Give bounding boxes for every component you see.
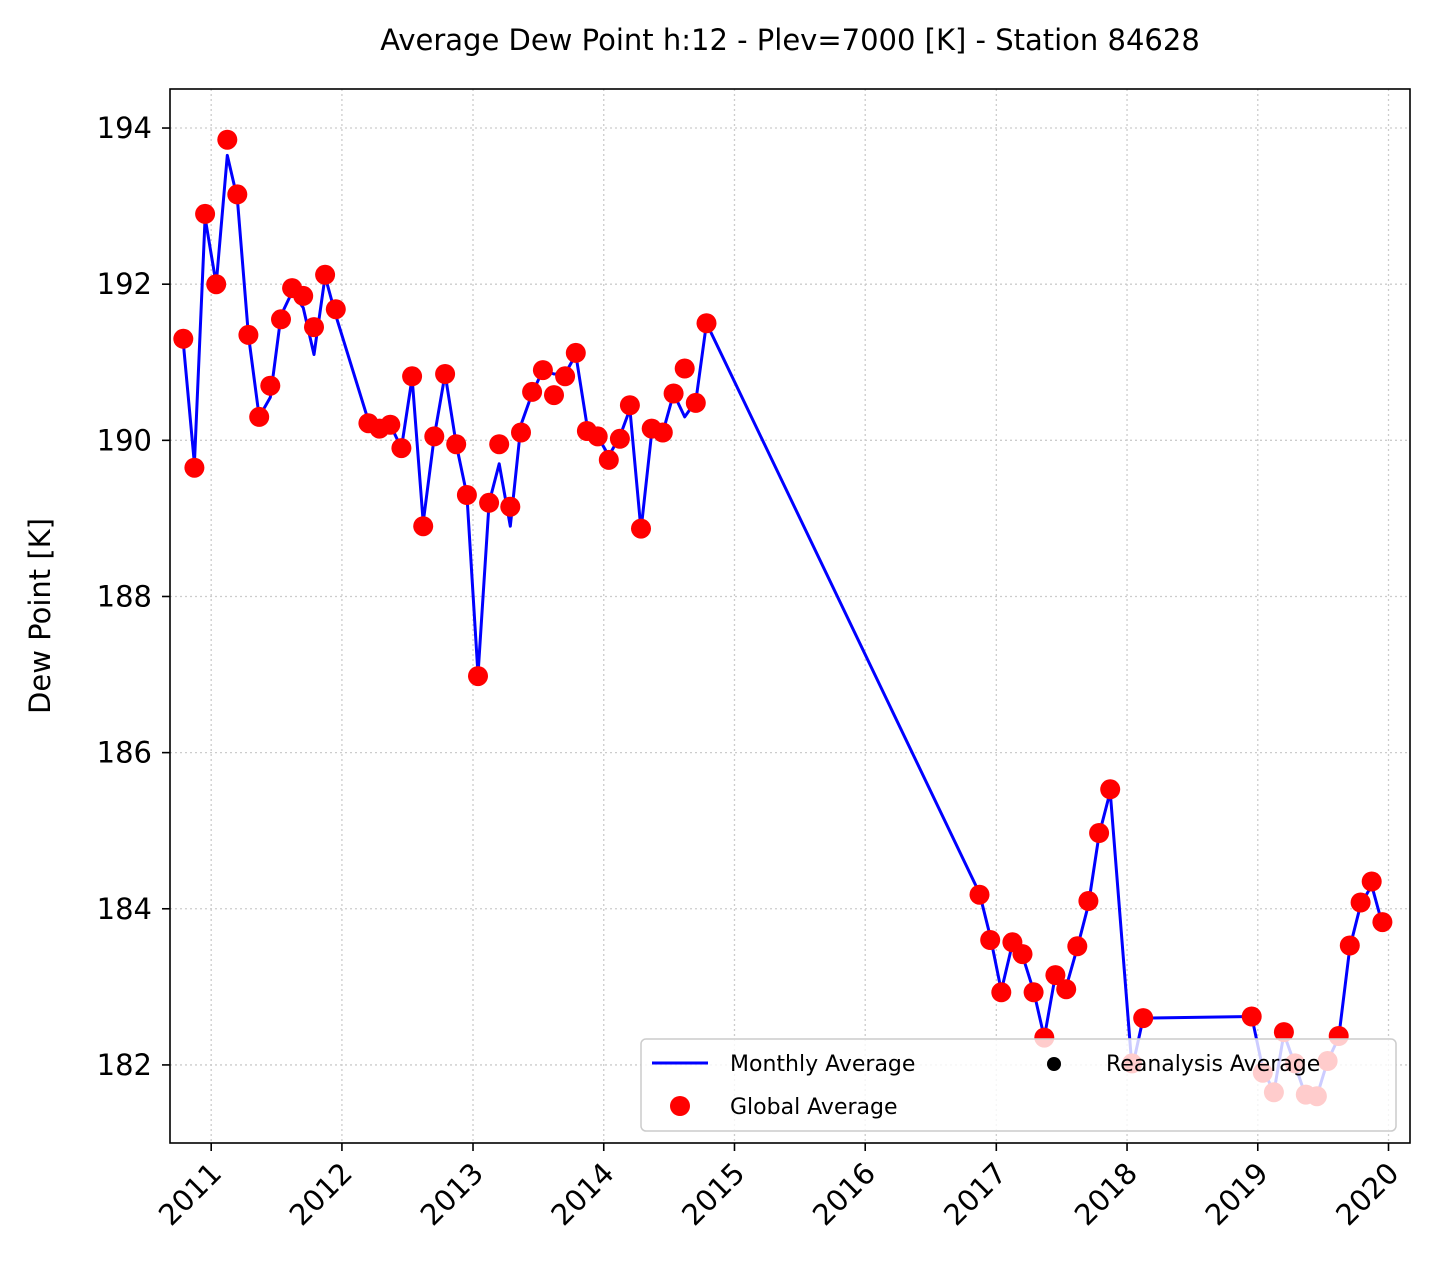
y-tick-label: 188: [97, 579, 152, 613]
global-average-point: [260, 375, 281, 396]
global-average-point: [511, 422, 531, 443]
global-average-point: [1012, 944, 1033, 965]
global-average-point: [609, 428, 630, 449]
legend-label-reanalysis-average: Reanalysis Average: [1106, 1052, 1320, 1077]
global-average-point: [489, 434, 510, 455]
global-average-point: [271, 309, 291, 330]
global-average-point: [532, 360, 553, 381]
plot-frame: [169, 88, 1411, 1144]
global-average-point: [1133, 1008, 1154, 1029]
global-average-point: [685, 392, 706, 413]
global-average-point: [380, 414, 401, 435]
global-average-point: [598, 449, 619, 470]
global-average-point: [435, 364, 456, 384]
global-average-point: [315, 264, 336, 285]
global-average-point: [413, 516, 434, 537]
global-average-point: [565, 342, 586, 363]
global-average-point: [555, 366, 576, 387]
global-average-point: [1241, 1006, 1262, 1027]
global-average-point: [195, 203, 216, 224]
global-average-point: [402, 366, 423, 387]
global-average-point: [1361, 871, 1382, 892]
legend-swatch-reanalysis-average: [1047, 1057, 1061, 1071]
global-average-point: [1339, 935, 1360, 956]
y-tick-label: 192: [97, 267, 152, 301]
global-average-point: [663, 383, 684, 404]
global-average-point: [468, 666, 488, 687]
global-average-point: [1100, 779, 1121, 800]
global-average-point: [674, 358, 695, 379]
global-average-point: [587, 426, 608, 447]
global-average-point: [969, 884, 990, 905]
y-tick-label: 194: [97, 111, 152, 145]
global-average-point: [293, 285, 314, 306]
global-average-point: [479, 492, 500, 513]
legend-label-global-average: Global Average: [730, 1095, 898, 1120]
global-average-point: [424, 426, 445, 447]
global-average-point: [631, 518, 651, 539]
y-tick-label: 186: [97, 736, 152, 770]
global-average-point: [1350, 892, 1371, 913]
grid: [170, 89, 1410, 1143]
global-average-point: [1067, 936, 1088, 957]
global-average-point: [391, 438, 412, 459]
y-tick-label: 184: [97, 892, 152, 926]
global-average-point: [304, 317, 324, 338]
global-average-point: [500, 496, 521, 517]
global-average-point: [446, 434, 467, 455]
global-average-point: [1045, 965, 1066, 986]
global-average-point: [544, 385, 564, 406]
legend: Monthly Average Global Average Reanalysi…: [640, 1038, 1397, 1132]
global-average-point: [456, 485, 477, 505]
legend-label-monthly-average: Monthly Average: [730, 1052, 915, 1077]
global-average-point: [980, 930, 1001, 950]
y-axis-ticks: 182 184 186 188 190 192 194: [97, 111, 170, 1082]
global-average-point: [1273, 1022, 1294, 1043]
global-average-point: [217, 129, 238, 150]
y-axis-label: Dew Point [K]: [23, 518, 57, 714]
legend-box: [640, 1038, 1397, 1132]
chart-title: Average Dew Point h:12 - Plev=7000 [K] -…: [380, 23, 1200, 57]
global-average-point: [991, 982, 1012, 1003]
y-tick-label: 190: [97, 423, 152, 457]
global-average-point: [249, 406, 270, 427]
global-average-point: [522, 381, 543, 402]
global-average-point: [696, 313, 717, 334]
global-average-point: [652, 422, 673, 443]
global-average-point: [1089, 823, 1110, 843]
global-average-point: [1078, 891, 1099, 911]
global-average-point: [173, 328, 194, 349]
global-average-point: [619, 395, 640, 416]
global-average-point: [1372, 912, 1393, 933]
global-average-point: [325, 299, 346, 320]
global-average-point: [227, 184, 248, 205]
global-average-point: [1056, 979, 1077, 1000]
global-average-point: [1023, 982, 1044, 1003]
y-tick-label: 182: [97, 1048, 152, 1082]
legend-swatch-global-average: [670, 1096, 690, 1116]
global-average-point: [238, 324, 259, 345]
global-average-point: [206, 274, 227, 295]
global-average-point: [184, 457, 205, 478]
